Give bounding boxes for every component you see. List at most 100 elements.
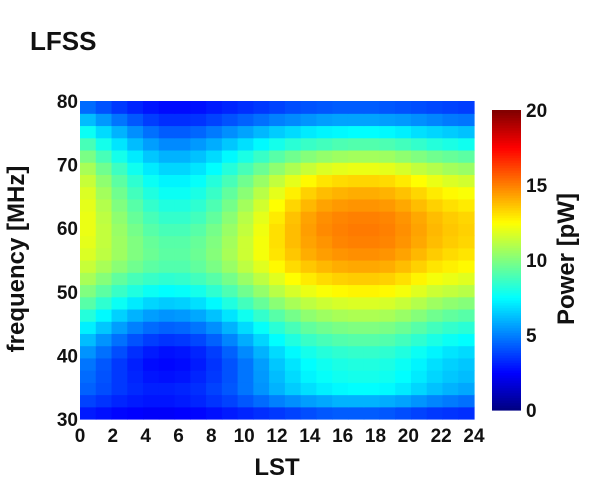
- heatmap-cell: [221, 394, 239, 408]
- colorbar-segment: [492, 222, 521, 226]
- heatmap-cell: [347, 370, 365, 383]
- colorbar-segment: [492, 370, 521, 374]
- heatmap-cell: [332, 137, 349, 151]
- heatmap-cell: [379, 186, 396, 200]
- heatmap-cell: [80, 223, 97, 237]
- heatmap-cell: [158, 333, 176, 347]
- heatmap-cell: [363, 174, 381, 188]
- colorbar-segment: [492, 145, 521, 149]
- heatmap-cell: [80, 406, 97, 420]
- colorbar-tick-label: 20: [526, 101, 547, 122]
- heatmap-cell: [458, 137, 475, 151]
- colorbar-segment: [492, 380, 521, 384]
- y-tick-label: 80: [57, 92, 78, 113]
- heatmap-cell: [426, 198, 444, 212]
- heatmap-cell: [458, 370, 475, 383]
- heatmap-cell: [174, 345, 191, 359]
- colorbar-segment: [492, 235, 521, 239]
- colorbar-segment: [492, 132, 521, 136]
- heatmap-cell: [426, 186, 444, 200]
- heatmap-cell: [300, 198, 317, 212]
- heatmap-cell: [284, 223, 302, 237]
- colorbar-segment: [492, 200, 521, 204]
- colorbar: [492, 110, 521, 411]
- heatmap-cell: [316, 394, 333, 408]
- heatmap-cell: [363, 308, 381, 322]
- heatmap-cell: [80, 357, 97, 371]
- heatmap-cell: [80, 137, 97, 151]
- heatmap-cell: [442, 260, 459, 273]
- colorbar-segment: [492, 342, 521, 346]
- heatmap-cell: [316, 101, 333, 114]
- y-tick-label: 70: [57, 156, 78, 177]
- heatmap-cell: [458, 260, 475, 273]
- y-tick-label: 60: [57, 219, 78, 240]
- heatmap-cell: [442, 284, 459, 298]
- heatmap-cell: [316, 149, 333, 163]
- heatmap-cell: [347, 247, 365, 261]
- heatmap-cell: [269, 137, 286, 151]
- heatmap-cell: [80, 174, 97, 188]
- heatmap-cell: [363, 247, 381, 261]
- heatmap-cell: [300, 406, 317, 420]
- heatmap-cell: [395, 296, 412, 310]
- heatmap-cell: [174, 113, 191, 127]
- heatmap-cell: [253, 247, 270, 261]
- heatmap-cell: [174, 272, 191, 286]
- heatmap-cell: [237, 308, 254, 322]
- heatmap-cell: [111, 235, 128, 249]
- heatmap-cell: [395, 211, 412, 224]
- heatmap-cell: [190, 149, 207, 163]
- heatmap-cell: [111, 149, 128, 163]
- heatmap-cell: [111, 162, 128, 175]
- heatmap-cell: [395, 382, 412, 396]
- heatmap-cell: [300, 284, 317, 298]
- heatmap-cell: [363, 284, 381, 298]
- heatmap-cell: [190, 235, 207, 249]
- heatmap-cell: [111, 357, 128, 371]
- heatmap-cell: [190, 247, 207, 261]
- heatmap-cell: [253, 382, 270, 396]
- heatmap-cell: [426, 284, 444, 298]
- colorbar-tick-label: 15: [526, 176, 548, 197]
- heatmap-cell: [316, 260, 333, 273]
- colorbar-segment: [492, 375, 521, 379]
- heatmap-cell: [111, 406, 128, 420]
- heatmap-cell: [206, 345, 223, 359]
- heatmap-cell: [190, 198, 207, 212]
- heatmap-cell: [206, 272, 223, 286]
- heatmap-cell: [237, 296, 254, 310]
- heatmap-cell: [158, 308, 176, 322]
- heatmap-cell: [143, 125, 160, 139]
- colorbar-segment: [492, 120, 521, 124]
- heatmap-cell: [158, 174, 176, 188]
- heatmap-cell: [127, 406, 144, 420]
- colorbar-segment: [492, 215, 521, 219]
- heatmap-cell: [316, 284, 333, 298]
- heatmap-cell: [80, 394, 97, 408]
- heatmap-cell: [253, 198, 270, 212]
- colorbar-segment: [492, 175, 521, 179]
- colorbar-segment: [492, 167, 521, 171]
- heatmap-cell: [127, 284, 144, 298]
- heatmap-cell: [332, 370, 349, 383]
- heatmap-cell: [80, 296, 97, 310]
- heatmap-cell: [410, 260, 428, 273]
- heatmap-cell: [395, 345, 412, 359]
- colorbar-segment: [492, 135, 521, 139]
- heatmap-cell: [316, 370, 333, 383]
- colorbar-segment: [492, 340, 521, 344]
- heatmap-cell: [395, 235, 412, 249]
- colorbar-segment: [492, 142, 521, 146]
- heatmap-cell: [426, 272, 444, 286]
- heatmap-cell: [253, 137, 270, 151]
- colorbar-segment: [492, 345, 521, 349]
- heatmap-cell: [190, 296, 207, 310]
- colorbar-segment: [492, 147, 521, 151]
- heatmap-cell: [206, 235, 223, 249]
- heatmap-cell: [127, 345, 144, 359]
- colorbar-segment: [492, 247, 521, 251]
- heatmap-cell: [111, 272, 128, 286]
- heatmap-cell: [379, 382, 396, 396]
- heatmap-cell: [410, 247, 428, 261]
